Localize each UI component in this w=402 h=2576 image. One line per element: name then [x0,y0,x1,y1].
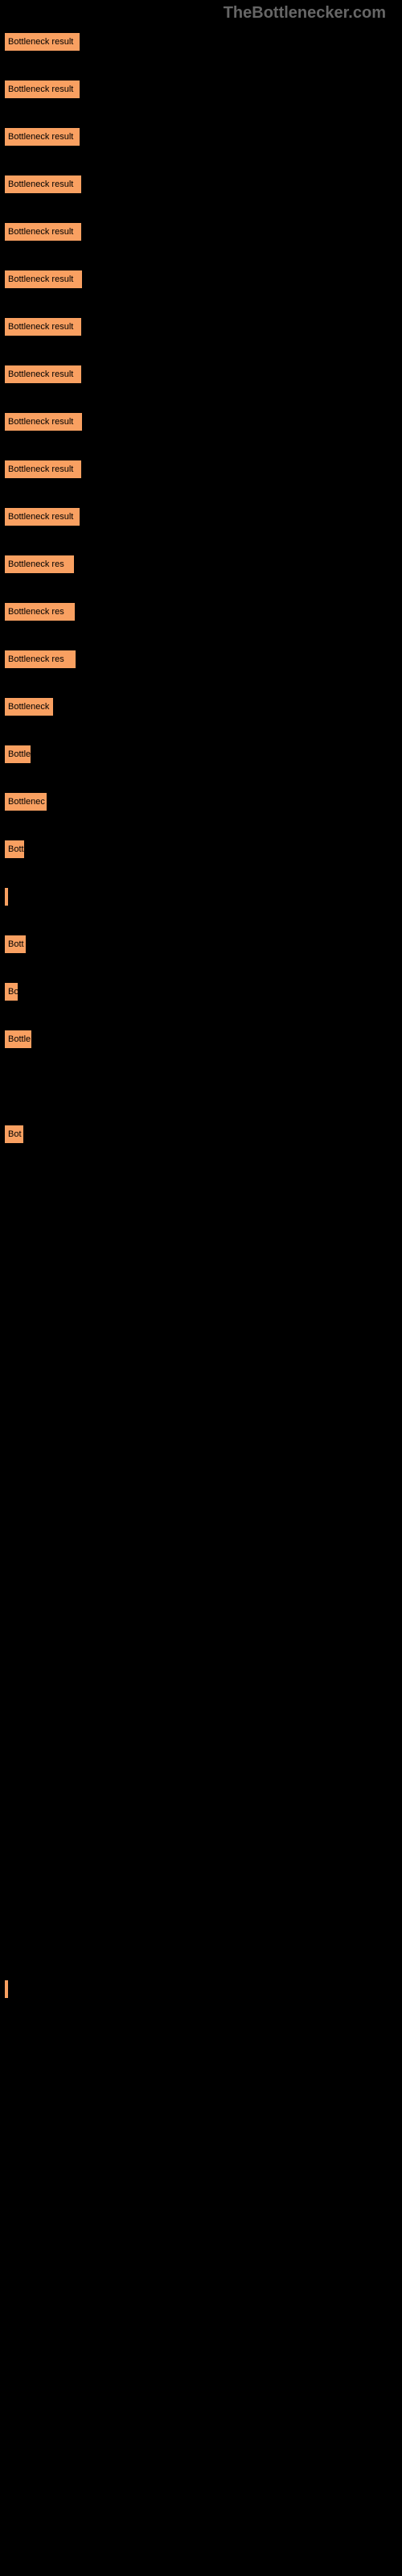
bar-row [4,1362,402,1381]
bar-label: Bottleneck result [8,85,73,94]
bar-row: Bott [4,935,402,954]
bar-label: Bottleneck result [8,37,73,47]
bar-row: Bottleneck result [4,222,402,242]
bar-row: Bottleneck result [4,460,402,479]
bar: Bot [4,1125,24,1144]
bar-row [4,1742,402,1761]
bar: Bottleneck res [4,602,76,621]
bar-row [4,1410,402,1429]
bar-row [4,1315,402,1334]
bar-label: Bottleneck result [8,180,73,189]
bar-label: Bottleneck res [8,607,64,617]
bar-label: Bottleneck result [8,275,73,284]
bar-label: Bottleneck result [8,227,73,237]
bar: Bott [4,935,27,954]
bar [4,1979,9,1999]
bar-row: Bottleneck res [4,555,402,574]
bar-label: Bott [8,844,24,854]
bar-label: Bottlenec [8,797,45,807]
bar-row [4,1790,402,1809]
bar-row [4,1885,402,1904]
bar-label: Bottleneck result [8,512,73,522]
bar: Bottleneck result [4,80,80,99]
bar-row [4,1647,402,1666]
bar-row [4,1837,402,1856]
bar: Bottleneck result [4,365,82,384]
bar-label: Bottleneck [8,702,49,712]
bar: Bottle [4,745,31,764]
bar-label: Bottleneck result [8,417,73,427]
bar: Bottleneck result [4,175,82,194]
bar-row: Bottleneck [4,697,402,716]
bar-row: Bottleneck res [4,650,402,669]
bar-row [4,1695,402,1714]
bar-row: Bottle [4,745,402,764]
bar-row [4,1267,402,1286]
bar-row: Bottleneck result [4,127,402,147]
bar: Bottleneck result [4,32,80,52]
bar-label: Bottle [8,1034,31,1044]
bar: Bottleneck result [4,222,82,242]
bar-row: Bot [4,1125,402,1144]
bar-row: Bottle [4,1030,402,1049]
bar-label: Bottleneck res [8,654,64,664]
bar: Bottleneck result [4,270,83,289]
bar-row: Bott [4,840,402,859]
bar: Bottleneck result [4,460,82,479]
bar: Bottleneck result [4,412,83,431]
bar: Bottleneck result [4,317,82,336]
bar-row [4,1220,402,1239]
bar-row [4,1979,402,1999]
bar-label: Bottleneck res [8,559,64,569]
bar: Bottleneck result [4,127,80,147]
bar-row [4,887,402,906]
bar-label: Bottleneck result [8,369,73,379]
bar-row [4,1505,402,1524]
bar-row [4,1552,402,1571]
bar-row: Bottleneck result [4,317,402,336]
watermark-text: TheBottlenecker.com [224,4,386,23]
bar-label: Bottleneck result [8,464,73,474]
bar: Bottleneck res [4,650,76,669]
bar-label: Bo [8,987,18,997]
bar-row: Bottleneck result [4,412,402,431]
bar-row: Bottleneck result [4,365,402,384]
bar-row [4,1932,402,1951]
bar-label: Bott [8,939,24,949]
bar-row: Bottleneck result [4,175,402,194]
bar-row: Bottlenec [4,792,402,811]
bar-row [4,2027,402,2046]
bar-row: Bo [4,982,402,1001]
bar-row: Bottleneck result [4,80,402,99]
bar-row [4,1172,402,1191]
bar: Bottle [4,1030,32,1049]
bar-row: Bottleneck result [4,270,402,289]
bar: Bottlenec [4,792,47,811]
bar: Bottleneck result [4,507,80,526]
bar-row [4,1600,402,1619]
bar: Bottleneck [4,697,54,716]
bar-row [4,1077,402,1096]
bar: Bo [4,982,18,1001]
bar: Bott [4,840,25,859]
bar-label: Bot [8,1129,22,1139]
bar-label: Bottle [8,749,31,759]
bar-chart: Bottleneck result Bottleneck result Bottle… [0,0,402,2046]
bar-row: Bottleneck res [4,602,402,621]
bar-label: Bottleneck result [8,132,73,142]
bar-row: Bottleneck result [4,32,402,52]
bar: Bottleneck res [4,555,75,574]
bar-label: Bottleneck result [8,322,73,332]
bar-row [4,1457,402,1476]
bar-row: Bottleneck result [4,507,402,526]
bar [4,887,9,906]
